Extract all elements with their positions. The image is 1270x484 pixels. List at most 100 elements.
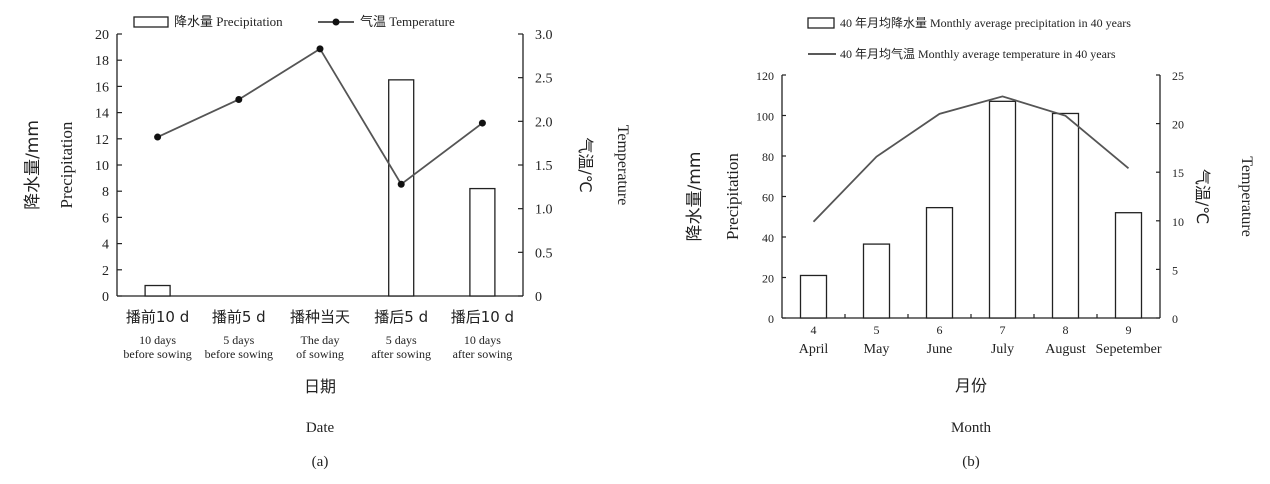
left-y-tick-label: 20 (762, 272, 774, 286)
temperature-marker (397, 180, 405, 188)
legend-item: 气温 Temperature (318, 14, 455, 29)
x-category-label: 播种当天 (290, 308, 350, 326)
left-y-tick-label: 2 (102, 264, 109, 279)
x-category-label-en: before sowing (123, 347, 191, 361)
x-category-label: 播前10 d (126, 308, 189, 326)
legend-bar-swatch (807, 17, 835, 29)
x-axis-title-en: Date (306, 420, 335, 436)
left-y-tick-label: 4 (102, 238, 109, 253)
temperature-marker (154, 133, 162, 141)
bar-precipitation (388, 79, 415, 297)
x-category-label: 6 (937, 323, 943, 337)
left-y-tick-label: 8 (102, 185, 109, 200)
bar-precipitation (862, 243, 891, 319)
left-y-axis-title-en: Precipitation (57, 121, 76, 208)
line-temperature (812, 95, 1130, 223)
right-y-tick-label: 10 (1172, 215, 1184, 229)
right-y-tick-label: 1.5 (535, 159, 553, 174)
right-y-tick-label: 25 (1172, 69, 1184, 83)
bar-precipitation (469, 187, 496, 297)
x-category-label: 9 (1126, 323, 1132, 337)
legend-bar-swatch (133, 16, 169, 28)
right-y-axis-title-en: Temperature (1238, 156, 1255, 237)
left-y-axis-title: 降水量/mm (23, 120, 43, 210)
right-y-tick-label: 0 (1172, 312, 1178, 326)
x-category-label: 5 (874, 323, 880, 337)
x-category-label-en: of sowing (296, 347, 344, 361)
x-category-label-en: after sowing (453, 347, 513, 361)
left-y-tick-label: 16 (95, 80, 109, 95)
left-y-tick-label: 12 (95, 133, 109, 148)
x-category-label-en: before sowing (205, 347, 273, 361)
left-y-tick-label: 60 (762, 191, 774, 205)
left-y-tick-label: 40 (762, 231, 774, 245)
right-y-tick-label: 0.5 (535, 246, 553, 261)
legend-item: 40 年月均气温 Monthly average temperature in … (808, 46, 1116, 61)
x-category-label-en: Sepetember (1095, 342, 1161, 357)
bar-precipitation (144, 284, 171, 297)
right-y-tick-label: 20 (1172, 118, 1184, 132)
legend-item: 40 年月均降水量 Monthly average precipitation … (807, 16, 1131, 30)
left-y-tick-label: 18 (95, 54, 109, 69)
left-y-axis-title-en: Precipitation (723, 153, 742, 240)
left-y-tick-label: 120 (756, 69, 774, 83)
legend-label: 40 年月均降水量 Monthly average precipitation … (840, 16, 1131, 30)
x-axis-title: 月份 (955, 376, 987, 395)
right-y-axis-title-en: Temperature (614, 125, 631, 206)
bar-precipitation (925, 206, 954, 319)
x-axis-title: 日期 (304, 377, 336, 396)
x-category-label-en: July (991, 342, 1014, 357)
left-y-tick-label: 14 (95, 107, 109, 122)
right-y-tick-label: 15 (1172, 166, 1184, 180)
right-y-tick-label: 5 (1172, 263, 1178, 277)
x-category-label-en: June (927, 342, 953, 357)
right-y-tick-label: 3.0 (535, 28, 553, 43)
x-category-label: 4 (811, 323, 817, 337)
left-y-tick-label: 6 (102, 211, 109, 226)
x-category-label: 播后10 d (451, 308, 514, 326)
right-y-tick-label: 2.5 (535, 72, 553, 87)
panel-label: (a) (312, 454, 329, 470)
bar-precipitation (988, 100, 1017, 319)
temperature-marker (478, 119, 486, 127)
left-y-axis-title: 降水量/mm (685, 152, 705, 242)
left-y-tick-label: 20 (95, 28, 109, 43)
line-temperature (157, 47, 483, 186)
legend-label: 降水量 Precipitation (174, 14, 283, 29)
left-y-tick-label: 10 (95, 159, 109, 174)
x-category-label-en: 5 days (223, 333, 254, 347)
x-category-label: 7 (1000, 323, 1006, 337)
x-category-label-en: April (799, 342, 829, 357)
x-category-label: 8 (1063, 323, 1069, 337)
legend-item: 降水量 Precipitation (133, 14, 283, 29)
left-y-tick-label: 100 (756, 110, 774, 124)
legend-marker (332, 18, 340, 26)
x-category-label: 播前5 d (212, 308, 266, 326)
x-category-label-en: The day (301, 333, 340, 347)
right-y-tick-label: 1.0 (535, 203, 553, 218)
left-y-tick-label: 0 (768, 312, 774, 326)
bar-precipitation (1114, 212, 1143, 319)
bar-precipitation (1051, 112, 1080, 319)
panel-a: 0 2 4 6 8 10 12 14 16 18 20 0 0.5 1.0 1.5 2.0 2.5 3.0 播前10… (23, 14, 631, 470)
left-y-tick-label: 0 (102, 290, 109, 305)
left-y-tick-label: 80 (762, 150, 774, 164)
right-y-tick-label: 2.0 (535, 115, 553, 130)
panel-b: 0 20 40 60 80 100 120 0 5 10 15 20 25 4 5 6 7 8 9 April May J… (685, 16, 1255, 470)
x-category-label-en: 5 days (386, 333, 417, 347)
x-category-label-en: August (1045, 342, 1086, 357)
legend-label: 气温 Temperature (360, 14, 455, 29)
bar-precipitation (799, 274, 828, 319)
x-category-label-en: May (864, 342, 890, 357)
temperature-marker (316, 45, 324, 53)
right-y-axis-title: 气温/℃ (1193, 169, 1212, 224)
panel-label: (b) (962, 454, 980, 470)
x-category-label-en: after sowing (371, 347, 431, 361)
x-axis-title-en: Month (951, 420, 992, 436)
temperature-marker (235, 96, 243, 103)
legend-label: 40 年月均气温 Monthly average temperature in … (840, 46, 1116, 61)
x-category-label-en: 10 days (464, 333, 501, 347)
x-category-label-en: 10 days (139, 333, 176, 347)
right-y-tick-label: 0 (535, 290, 542, 305)
